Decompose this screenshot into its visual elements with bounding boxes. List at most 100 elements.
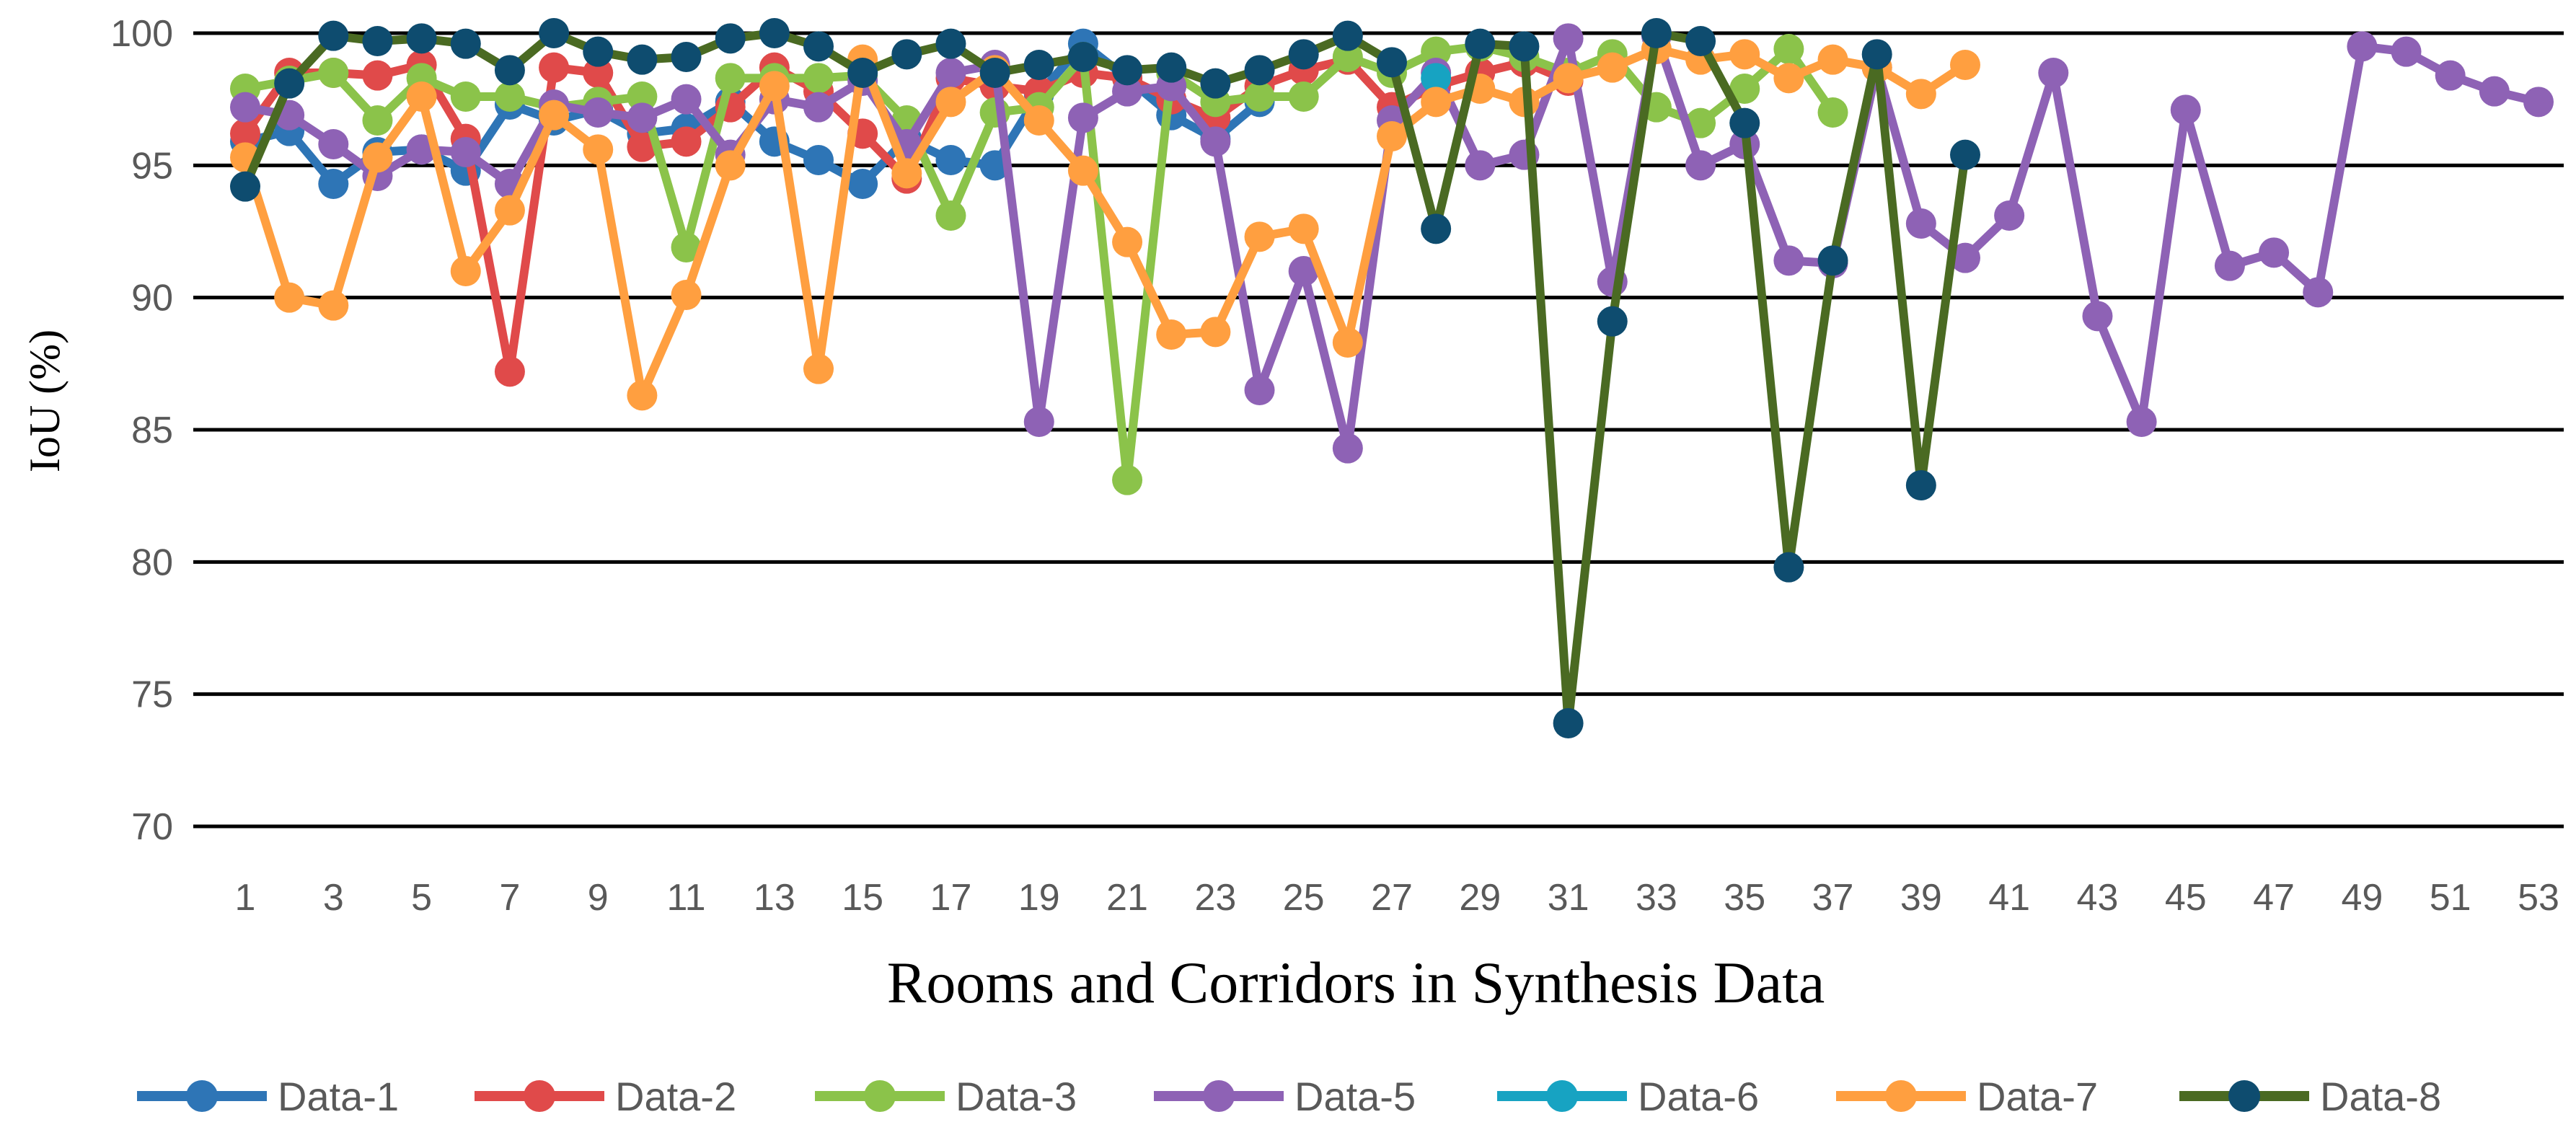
- data-point-data-8: [671, 42, 702, 72]
- data-point-data-8: [450, 28, 481, 59]
- x-tick-label: 49: [2341, 877, 2383, 919]
- data-point-data-7: [803, 353, 834, 384]
- legend-label: Data-7: [1977, 1074, 2098, 1119]
- legend-marker: [1546, 1080, 1578, 1112]
- data-point-data-5: [1685, 150, 1716, 181]
- legend-label: Data-3: [956, 1074, 1077, 1119]
- series-data-8: [230, 18, 1980, 738]
- data-point-data-7: [1729, 39, 1760, 70]
- data-point-data-8: [274, 68, 305, 99]
- data-point-data-8: [1421, 213, 1452, 244]
- data-point-data-8: [935, 28, 966, 59]
- data-point-data-7: [627, 380, 658, 411]
- data-point-data-3: [1244, 81, 1275, 112]
- data-point-data-3: [1112, 464, 1143, 495]
- data-point-data-8: [1465, 28, 1496, 59]
- y-tick-label: 95: [131, 145, 173, 187]
- data-point-data-8: [979, 58, 1010, 88]
- data-point-data-5: [627, 102, 658, 133]
- data-point-data-5: [2479, 76, 2510, 107]
- data-point-data-5: [1023, 407, 1054, 437]
- data-point-data-8: [583, 36, 614, 67]
- legend-item-data-3: Data-3: [815, 1074, 1077, 1119]
- data-point-data-5: [1465, 150, 1496, 181]
- legend-marker: [524, 1080, 555, 1112]
- data-point-data-3: [715, 63, 746, 94]
- data-point-data-8: [1509, 31, 1540, 62]
- data-point-data-5: [2082, 301, 2113, 332]
- data-point-data-7: [671, 280, 702, 310]
- data-point-data-5: [583, 97, 614, 128]
- data-point-data-5: [1950, 242, 1980, 273]
- x-tick-label: 41: [1988, 877, 2030, 919]
- data-point-data-7: [274, 282, 305, 313]
- legend-label: Data-5: [1294, 1074, 1416, 1119]
- data-point-data-8: [759, 18, 790, 48]
- data-point-data-8: [1641, 18, 1672, 48]
- data-point-data-7: [1950, 50, 1980, 80]
- data-point-data-7: [1421, 87, 1452, 118]
- data-point-data-8: [1156, 52, 1187, 83]
- data-point-data-5: [935, 58, 966, 88]
- data-point-data-5: [1773, 245, 1804, 276]
- data-point-data-7: [891, 158, 922, 189]
- x-tick-label: 21: [1106, 877, 1148, 919]
- data-point-data-6: [1421, 63, 1452, 94]
- data-point-data-8: [539, 18, 570, 48]
- data-point-data-5: [2126, 407, 2157, 437]
- data-point-data-5: [1244, 375, 1275, 405]
- data-point-data-8: [494, 55, 525, 86]
- data-point-data-8: [1905, 470, 1936, 500]
- data-point-data-8: [318, 20, 349, 51]
- data-point-data-2: [230, 118, 260, 149]
- series-data-7: [230, 34, 1980, 411]
- x-tick-label: 23: [1194, 877, 1236, 919]
- data-point-data-7: [1156, 319, 1187, 350]
- data-point-data-8: [1597, 306, 1628, 337]
- x-tick-label: 45: [2165, 877, 2207, 919]
- legend-item-data-7: Data-7: [1836, 1074, 2098, 1119]
- x-tick-label: 35: [1724, 877, 1765, 919]
- data-point-data-7: [1597, 52, 1628, 83]
- data-point-data-7: [1112, 226, 1143, 257]
- y-tick-label: 90: [131, 278, 173, 319]
- data-point-data-2: [362, 60, 393, 91]
- legend-item-data-1: Data-1: [137, 1074, 399, 1119]
- data-point-data-3: [318, 58, 349, 88]
- x-tick-label: 13: [754, 877, 795, 919]
- data-point-data-7: [935, 87, 966, 118]
- data-point-data-7: [1553, 63, 1584, 94]
- data-point-data-5: [2038, 58, 2069, 88]
- data-point-data-5: [2391, 36, 2422, 67]
- x-tick-label: 11: [667, 877, 706, 919]
- data-point-data-8: [1023, 50, 1054, 80]
- data-point-data-8: [803, 31, 834, 62]
- x-tick-label: 7: [499, 877, 520, 919]
- data-point-data-5: [450, 137, 481, 167]
- x-tick-label: 19: [1018, 877, 1060, 919]
- x-tick-label: 29: [1459, 877, 1501, 919]
- legend-item-data-6: Data-6: [1497, 1074, 1759, 1119]
- data-point-data-7: [583, 134, 614, 165]
- x-axis-title: Rooms and Corridors in Synthesis Data: [887, 950, 1825, 1015]
- data-point-data-8: [1067, 42, 1098, 72]
- y-tick-label: 75: [131, 674, 173, 716]
- legend-marker: [1203, 1080, 1235, 1112]
- data-point-data-7: [1288, 213, 1319, 244]
- data-point-data-3: [803, 63, 834, 94]
- y-tick-label: 85: [131, 410, 173, 451]
- data-point-data-5: [318, 129, 349, 159]
- x-tick-label: 53: [2518, 877, 2559, 919]
- data-point-data-3: [627, 81, 658, 112]
- data-point-data-8: [1950, 139, 1980, 170]
- data-point-data-3: [1729, 74, 1760, 104]
- gridlines: [193, 31, 2564, 829]
- x-tick-label: 43: [2077, 877, 2119, 919]
- data-point-data-8: [1200, 68, 1231, 99]
- data-point-data-3: [1421, 36, 1452, 67]
- data-point-data-5: [1905, 208, 1936, 239]
- data-point-data-7: [362, 142, 393, 173]
- data-point-data-8: [406, 23, 437, 54]
- legend-label: Data-8: [2320, 1074, 2441, 1119]
- data-point-data-5: [2170, 94, 2201, 125]
